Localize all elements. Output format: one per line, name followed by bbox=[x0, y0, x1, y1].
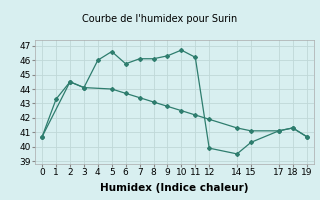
Text: Courbe de l'humidex pour Surin: Courbe de l'humidex pour Surin bbox=[82, 14, 238, 24]
X-axis label: Humidex (Indice chaleur): Humidex (Indice chaleur) bbox=[100, 183, 249, 193]
